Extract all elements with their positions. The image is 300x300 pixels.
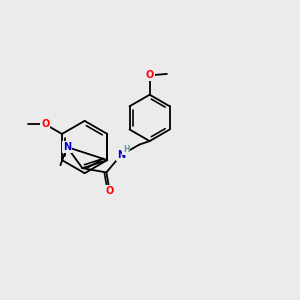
Text: H: H	[123, 146, 129, 154]
Text: N: N	[117, 150, 125, 160]
Text: N: N	[63, 142, 71, 152]
Text: O: O	[106, 186, 114, 196]
Text: O: O	[146, 70, 154, 80]
Text: O: O	[41, 119, 50, 129]
